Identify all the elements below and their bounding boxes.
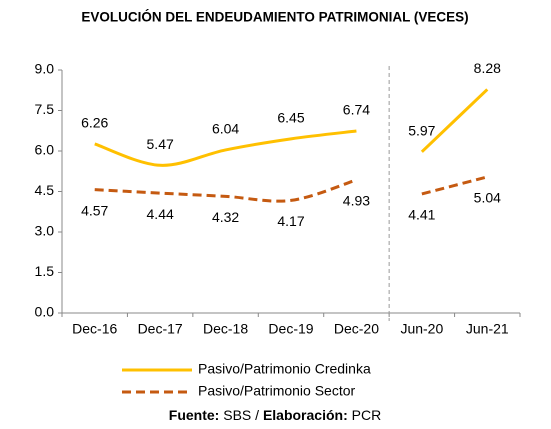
source-text: PCR [352,407,382,423]
y-tick-label: 9.0 [35,61,55,77]
source-text: SBS / [223,407,259,423]
x-tick-label: Dec-17 [138,321,183,337]
series-line [94,129,357,167]
y-tick-label: 1.5 [35,263,55,279]
x-tick-label: Dec-19 [268,321,313,337]
data-label: 4.44 [147,206,174,222]
y-tick-label: 0.0 [35,304,55,320]
x-tick-label: Dec-16 [72,321,117,337]
data-label: 4.41 [408,207,435,223]
legend-label: Pasivo/Patrimonio Sector [198,383,356,399]
source-label: Fuente: [169,407,220,423]
series-line [421,175,488,196]
y-tick-label: 3.0 [35,223,55,239]
y-tick-label: 6.0 [35,142,55,158]
data-label: 5.04 [474,190,501,206]
y-tick-label: 7.5 [35,101,55,117]
data-label: 5.97 [408,123,435,139]
x-tick-label: Dec-20 [334,321,379,337]
data-label: 8.28 [474,60,501,76]
data-label: 4.57 [81,202,108,218]
series-line [420,88,489,153]
y-tick-label: 4.5 [35,182,55,198]
data-label: 6.04 [212,121,239,137]
data-label: 6.26 [81,115,108,131]
x-tick-label: Dec-18 [203,321,248,337]
data-label: 4.32 [212,209,239,225]
data-label: 6.45 [277,110,304,126]
x-tick-label: Jun-20 [400,321,443,337]
data-label: 6.74 [343,102,370,118]
data-label: 4.93 [343,193,370,209]
source: Fuente: SBS / Elaboración: PCR [169,407,381,423]
chart-title: EVOLUCIÓN DEL ENDEUDAMIENTO PATRIMONIAL … [81,10,468,25]
series-line [94,178,357,203]
x-tick-label: Jun-21 [466,321,509,337]
data-label: 4.17 [277,213,304,229]
legend-label: Pasivo/Patrimonio Credinka [198,361,371,377]
data-label: 5.47 [147,136,174,152]
source-label: Elaboración: [263,407,348,423]
